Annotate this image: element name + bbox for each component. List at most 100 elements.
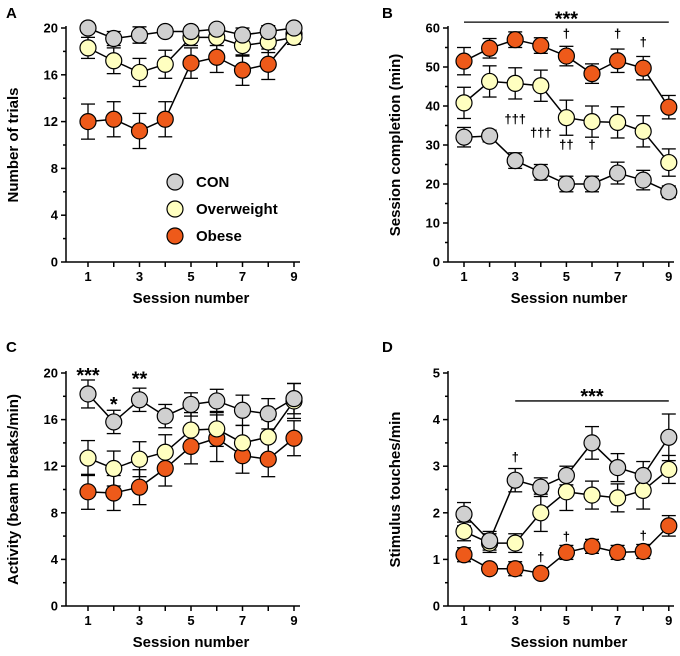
panel-b-x-tick-label: 5	[563, 269, 570, 284]
panel-c-con-point	[259, 405, 277, 423]
panel-a-obese-point	[156, 110, 174, 128]
panel-a-obese-point	[208, 48, 226, 66]
panel-d-overweight-point	[608, 489, 627, 507]
panel-c-x-tick-label: 1	[84, 613, 91, 628]
panel-c-obese-point	[285, 429, 303, 447]
panel-c-overweight-point	[208, 420, 226, 438]
panel-d-y-tick-label: 0	[433, 599, 440, 614]
panel-c-obese-point	[156, 459, 174, 478]
panel-b-overweight-point	[634, 122, 652, 140]
panel-a-obese-point	[105, 110, 123, 128]
panel-a-y-tick-label: 12	[44, 114, 58, 129]
panel-a-con-point	[130, 26, 149, 44]
panel-d-y-tick-label: 2	[433, 505, 440, 520]
panel-a-x-axis-title: Session number	[133, 290, 250, 307]
panel-d-obese-point	[660, 517, 678, 535]
panel-a-obese-point	[233, 61, 252, 79]
panel-b-x-tick-label: 9	[665, 269, 672, 284]
panel-d-overweight-point	[634, 481, 652, 500]
panel-d-overweight-point	[583, 486, 601, 504]
legend-marker-obese	[166, 227, 184, 245]
panel-b-y-tick-label: 10	[426, 216, 440, 231]
panel-c-x-tick-label: 3	[136, 613, 143, 628]
panel-d-con-point	[481, 532, 499, 550]
panel-c-y-tick-label: 16	[44, 412, 58, 427]
panel-c-annotation: ***	[76, 365, 100, 387]
panel-b-con-point	[608, 164, 627, 182]
panel-b-overweight-point	[481, 72, 499, 91]
panel-d-obese-point	[608, 543, 627, 562]
panel-b-x-axis-title: Session number	[511, 290, 628, 307]
panel-c-obese-point	[182, 437, 200, 455]
panel-c-letter: C	[6, 339, 17, 356]
panel-b-annotation: †††	[504, 112, 526, 127]
panel-d-annotation: ***	[580, 386, 604, 408]
panel-b-annotation: †	[563, 26, 570, 41]
panel-b-obese-point	[557, 47, 576, 65]
legend-label-con: CON	[196, 174, 229, 191]
panel-a-overweight-point	[105, 52, 123, 70]
panel-a-obese-point	[182, 54, 200, 72]
panel-c-overweight-point	[182, 421, 200, 439]
panel-d-con-point	[660, 428, 678, 446]
panel-d-overweight-point	[532, 504, 550, 522]
panel-c-x-tick-label: 5	[187, 613, 194, 628]
panel-d-obese-point	[506, 560, 524, 578]
panel-a-con-point	[79, 19, 97, 37]
panel-d-annotation: †	[640, 528, 647, 543]
panel-b-obese-point	[532, 36, 550, 55]
panel-b-overweight-point	[557, 109, 576, 127]
panel-d-y-tick-label: 3	[433, 459, 440, 474]
panel-d-overweight-point	[455, 522, 473, 541]
panel-c-y-tick-label: 4	[51, 552, 59, 567]
panel-b-overweight-point	[455, 94, 473, 112]
panel-a-con-point	[182, 22, 200, 41]
panel-d-letter: D	[382, 339, 393, 356]
panel-a-con-point	[105, 29, 123, 48]
panel-d-x-tick-label: 7	[614, 613, 621, 628]
panel-c-overweight-point	[105, 459, 123, 478]
panel-c-con-point	[285, 390, 303, 408]
panel-d-con-point	[634, 466, 652, 485]
panel-a-overweight-point	[156, 55, 174, 73]
panel-a-x-tick-label: 3	[136, 269, 143, 284]
panel-d-overweight-point	[557, 483, 576, 501]
panel-b-obese-point	[660, 98, 678, 116]
panel-b-annotation: †††	[530, 125, 552, 140]
panel-b-con-point	[557, 175, 576, 193]
panel-a-x-tick-label: 7	[239, 269, 246, 284]
panel-a-y-tick-label: 4	[51, 208, 59, 223]
legend-label-obese: Obese	[196, 228, 242, 245]
panel-c-annotation: *	[110, 394, 118, 416]
panel-c-obese-point	[105, 484, 123, 502]
panel-b-y-tick-label: 50	[426, 60, 440, 75]
panel-b-y-tick-label: 20	[426, 177, 440, 192]
panel-d-annotation: †	[563, 529, 570, 544]
panel-b-x-tick-label: 1	[460, 269, 467, 284]
panel-d-obese-point	[532, 564, 550, 582]
panel-d-con-point	[455, 505, 473, 523]
panel-a-letter: A	[6, 5, 17, 22]
panel-b-overweight-point	[608, 113, 627, 131]
panel-c-obese-point	[130, 478, 149, 496]
panel-c-overweight-point	[233, 434, 252, 452]
panel-c-overweight-point	[156, 443, 174, 461]
panel-b-con-point	[506, 152, 524, 170]
panel-d: D 0 1 2 3 4 5 1 3 5 7 9 Session number Stimulus touch…	[382, 339, 678, 651]
panel-a-x-tick-label: 9	[290, 269, 297, 284]
panel-c-x-tick-label: 9	[290, 613, 297, 628]
panel-a-con-point	[259, 22, 277, 41]
panel-d-obese-point	[455, 546, 473, 564]
panel-d-overweight-point	[660, 460, 678, 479]
panel-b-letter: B	[382, 5, 393, 22]
panel-b-annotation: †	[614, 26, 621, 41]
panel-c-overweight-point	[259, 428, 277, 446]
panel-c-con-point	[182, 395, 200, 414]
panel-a-y-tick-label: 20	[44, 21, 58, 36]
panel-b-annotation: ††	[559, 137, 573, 152]
panel-d-obese-point	[634, 542, 652, 561]
panel-b-x-tick-label: 7	[614, 269, 621, 284]
panel-b-con-point	[481, 127, 499, 145]
panel-d-x-axis-title: Session number	[511, 634, 628, 651]
